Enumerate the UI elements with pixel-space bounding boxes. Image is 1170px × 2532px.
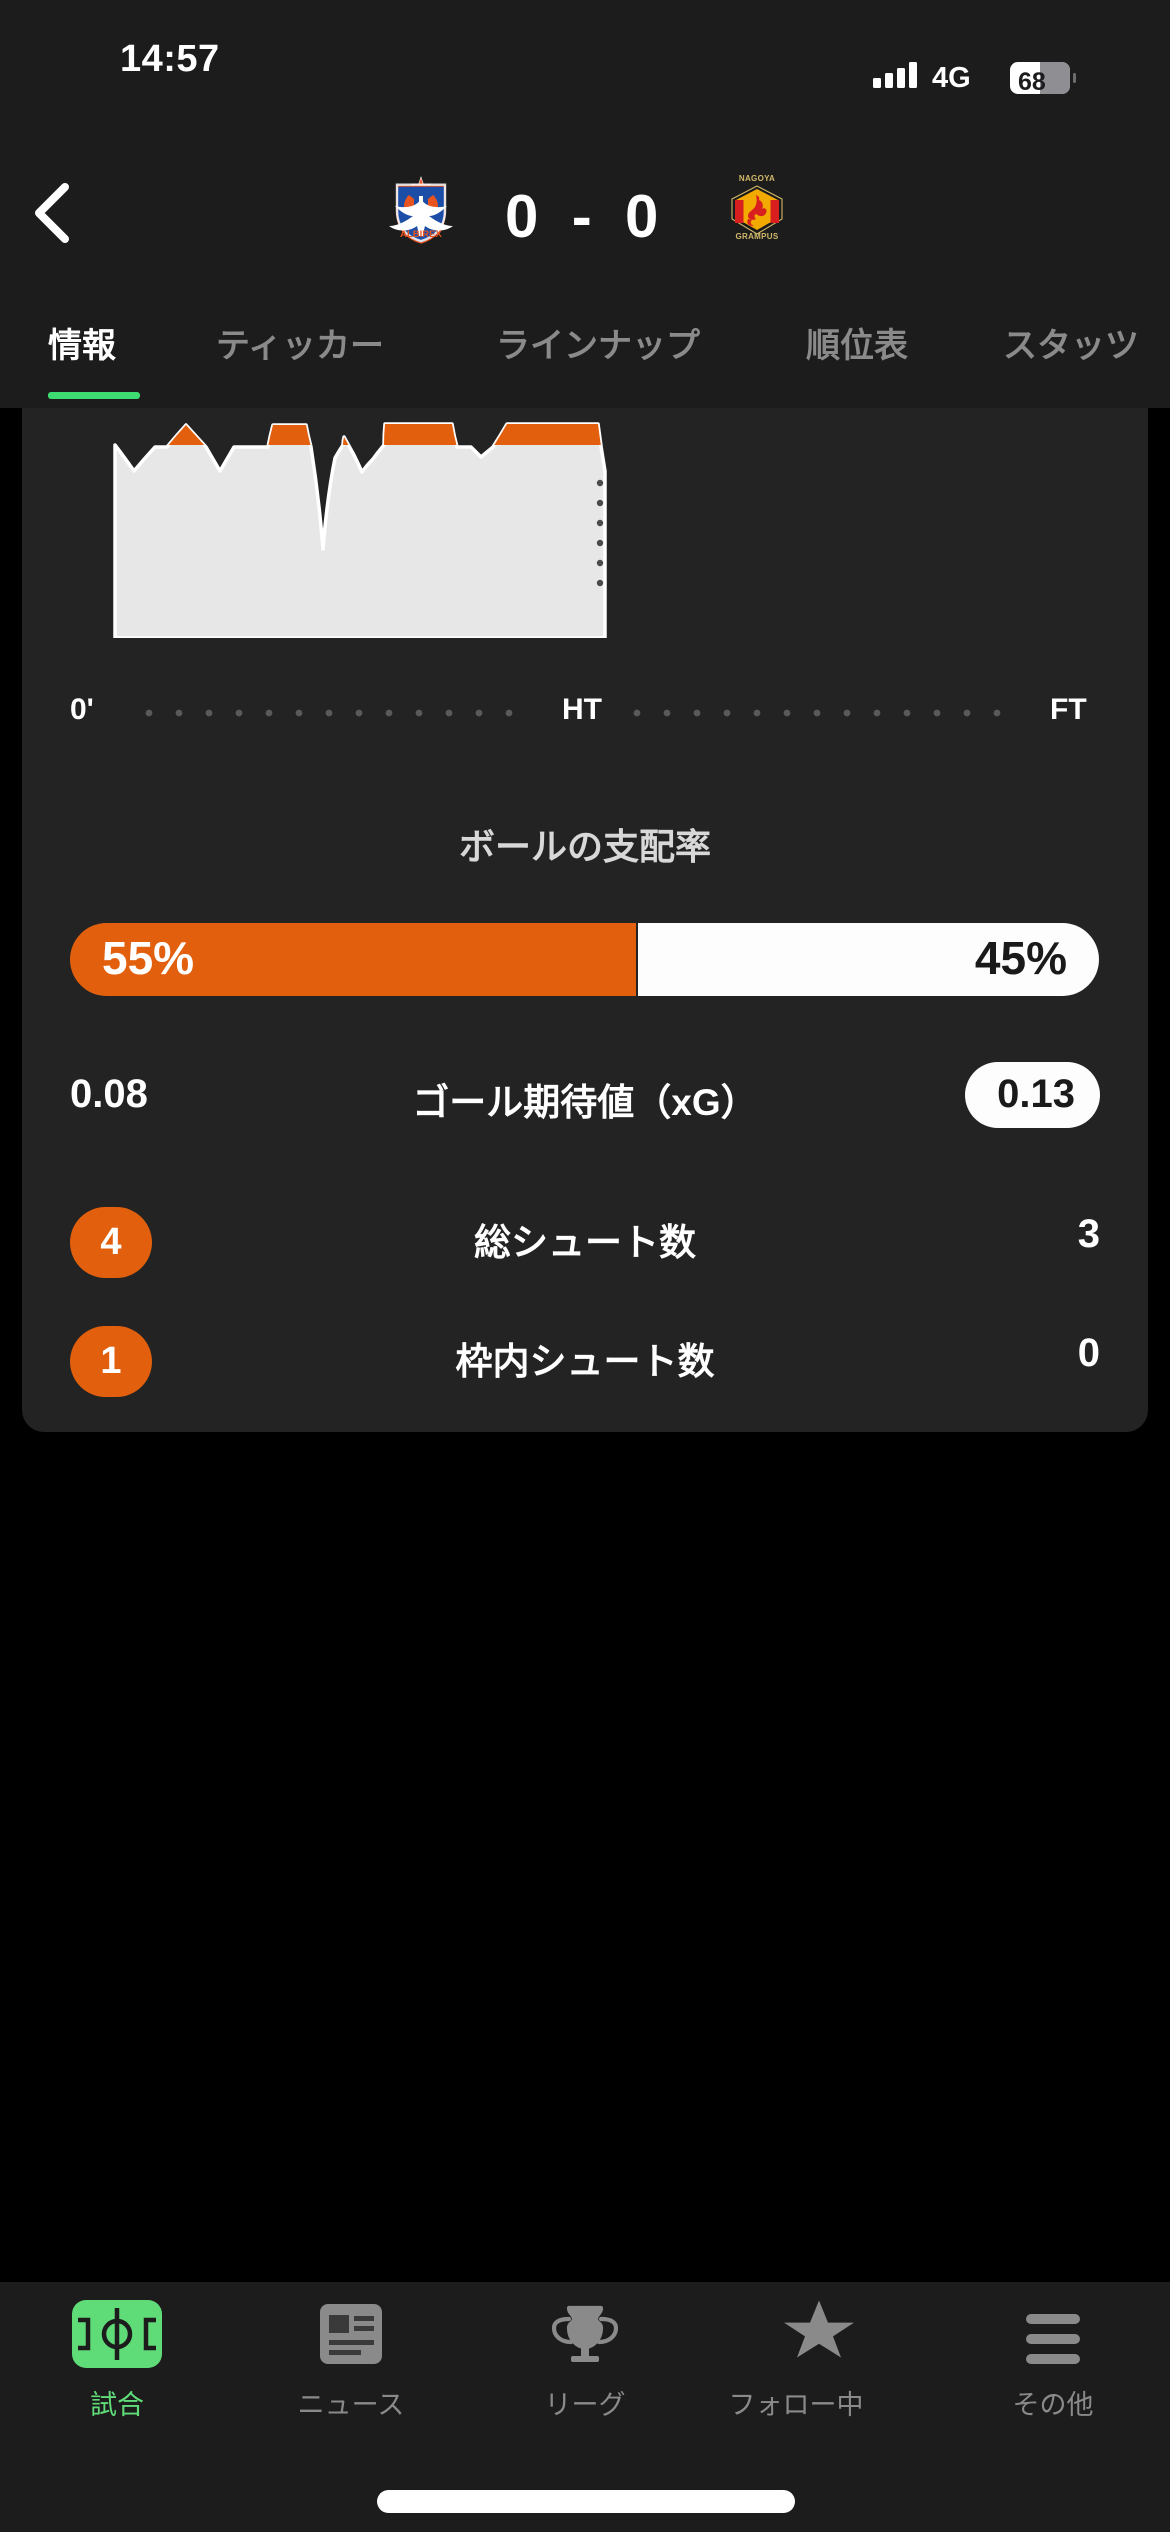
svg-text:NAGOYA: NAGOYA [739, 174, 775, 183]
svg-text:GRAMPUS: GRAMPUS [736, 232, 779, 240]
svg-text:ALBIREX: ALBIREX [400, 229, 442, 240]
